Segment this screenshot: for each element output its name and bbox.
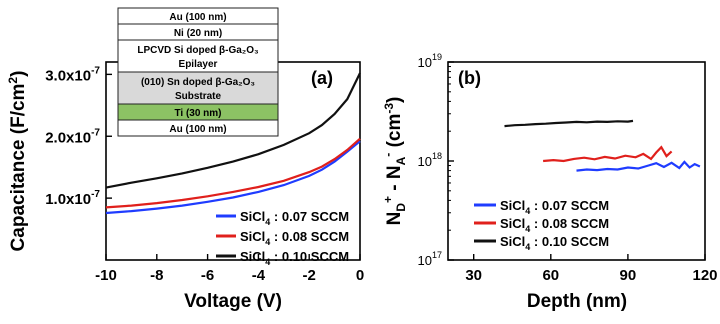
x-axis-label-b: Depth (nm) xyxy=(527,291,627,312)
x-tick-label-a: -6 xyxy=(201,267,214,284)
stack-layer-label: Au (100 nm) xyxy=(169,124,226,135)
panel-a: -10 -8 -6 -4 -2 0 1.0x10-7 2.0x10-7 3.0x10-7 Au … xyxy=(6,7,364,312)
series-line-b xyxy=(543,145,673,163)
y-tick-label-a: 1.0x10-7 xyxy=(45,189,100,208)
stack-layer-label: Epilayer xyxy=(179,59,218,70)
legend-label-a: SiCl4 : 0.07 SCCM xyxy=(240,209,349,227)
legend-label-b: SiCl4 : 0.07 SCCM xyxy=(500,198,609,216)
series-a xyxy=(105,72,361,215)
panel-b: 30 60 90 120 1017 1018 1019 (b) SiCl4 : 0.07 S… xyxy=(381,52,718,312)
series-line-b xyxy=(576,160,701,172)
stack-layer-label: Au (100 nm) xyxy=(169,12,226,23)
y-tick-label-b: 1019 xyxy=(418,52,442,70)
stack-layer-label: Ni (20 nm) xyxy=(174,28,222,39)
legend-label-a: SiCl4 : 0.08 SCCM xyxy=(240,229,349,247)
stack-layer xyxy=(117,39,279,73)
device-stack-inset: Au (100 nm) Ni (20 nm) LPCVD Si doped β-Ga… xyxy=(117,7,279,137)
y-tick-label-a: 3.0x10-7 xyxy=(45,65,100,84)
legend-a: SiCl4 : 0.07 SCCM SiCl4 : 0.08 SCCM SiCl4 … xyxy=(216,209,349,267)
ticks-a: -10 -8 -6 -4 -2 0 1.0x10-7 2.0x10-7 3.0x10-7 xyxy=(45,65,364,284)
stack-layer xyxy=(117,119,279,137)
stack-layer-label: (010) Sn doped β-Ga₂O₃ xyxy=(141,77,255,88)
panel-label-b: (b) xyxy=(458,68,481,88)
x-tick-label-b: 120 xyxy=(692,267,717,284)
stack-layer-label: Ti (30 nm) xyxy=(174,108,221,119)
panel-label-a: (a) xyxy=(311,68,333,88)
stack-layer xyxy=(117,71,279,105)
y-tick-label-a: 2.0x10-7 xyxy=(45,127,100,146)
y-tick-label-b: 1018 xyxy=(418,151,442,169)
series-line-a xyxy=(105,72,361,189)
x-tick-label-a: -8 xyxy=(150,267,163,284)
stack-layer-label: Substrate xyxy=(175,91,222,102)
legend-label-a: SiCl4 : 0.10 SCCM xyxy=(240,249,349,267)
ticks-b: 30 60 90 120 1017 1018 1019 xyxy=(418,52,718,284)
x-tick-label-a: -2 xyxy=(303,267,316,284)
x-axis-label-a: Voltage (V) xyxy=(184,291,282,312)
series-line-a xyxy=(105,140,361,215)
legend-label-b: SiCl4 : 0.08 SCCM xyxy=(500,216,609,234)
x-tick-label-a: 0 xyxy=(356,267,364,284)
y-axis-label-a: Capacitance (F/cm2) xyxy=(6,71,29,252)
series-line-a xyxy=(105,137,361,209)
x-tick-label-a: -4 xyxy=(252,267,266,284)
stack-layer-label: LPCVD Si doped β-Ga₂O₃ xyxy=(137,45,259,56)
x-tick-label-b: 90 xyxy=(620,267,637,284)
x-tick-label-b: 30 xyxy=(465,267,482,284)
y-tick-label-b: 1017 xyxy=(418,250,442,268)
x-tick-label-a: -10 xyxy=(95,267,117,284)
series-b xyxy=(504,119,701,172)
y-axis-label-b: ND+ - NA- (cm-3) xyxy=(381,97,408,226)
legend-label-b: SiCl4 : 0.10 SCCM xyxy=(500,234,609,252)
x-tick-label-b: 60 xyxy=(542,267,559,284)
series-line-b xyxy=(504,119,634,128)
